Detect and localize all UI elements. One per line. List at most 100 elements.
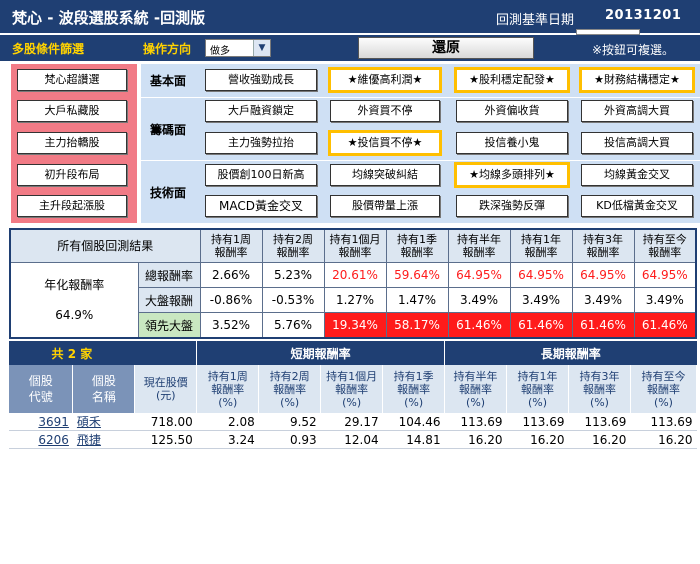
results-row-total: 年化報酬率 64.9% 總報酬率 2.66% 5.23% 20.61% 59.6… — [9, 262, 697, 339]
filter-ma-bullish[interactable]: ★均線多頭排列★ — [454, 162, 570, 188]
results-header-row: 所有個股回測結果 持有1周 報酬率 持有2周 報酬率 持有1個月 報酬率 持有1… — [9, 228, 697, 263]
stock-ret-1quarter: 104.46 — [382, 413, 445, 431]
filter-kd-golden-cross[interactable]: KD低檔黃金交叉 — [581, 195, 693, 217]
market-3year: 3.49% — [571, 287, 635, 313]
stock-ret-1week: 2.08 — [196, 413, 259, 431]
market-1year: 3.49% — [509, 287, 573, 313]
stock-code-link[interactable]: 6206 — [38, 432, 69, 447]
filter-trust-buying[interactable]: ★投信買不停★ — [328, 130, 442, 156]
col-ret-2week: 持有2周 報酬率 (%) — [258, 365, 322, 413]
filter-ma-golden-cross[interactable]: 均線黃金交叉 — [581, 164, 693, 186]
stock-code-link[interactable]: 3691 — [38, 414, 69, 429]
preset-button-3[interactable]: 主力抬轎股 — [17, 132, 127, 154]
stock-ret-3year: 113.69 — [568, 413, 631, 431]
filter-ma-breakout[interactable]: 均線突破糾結 — [330, 164, 440, 186]
results-row-excess: 領先大盤 3.52% 5.76% 19.34% 58.17% 61.46% 61… — [10, 312, 697, 339]
col-ret-todate: 持有至今 報酬率 (%) — [630, 365, 698, 413]
filter-stable-dividend[interactable]: ★股利穩定配發★ — [454, 67, 570, 93]
col-1quarter: 持有1季 報酬率 — [385, 228, 449, 263]
row-label-market: 大盤報酬 — [137, 287, 201, 313]
stock-ret-2week: 0.93 — [258, 430, 321, 449]
col-current-price: 現在股價 (元) — [134, 365, 198, 413]
col-ret-3year: 持有3年 報酬率 (%) — [568, 365, 631, 413]
small-scrollbar[interactable] — [576, 29, 640, 35]
filter-stable-finance[interactable]: ★財務結構穩定★ — [579, 67, 695, 93]
filter-trust-big-buy[interactable]: 投信高調大買 — [581, 132, 693, 154]
filter-foreign-buying[interactable]: 外資買不停 — [330, 100, 440, 122]
filter-volume-up[interactable]: 股價帶量上漲 — [330, 195, 440, 217]
chevron-down-icon[interactable]: ▼ — [253, 40, 270, 56]
stock-price: 718.00 — [134, 413, 197, 431]
market-halfyear: 3.49% — [447, 287, 511, 313]
annual-return-label: 年化報酬率 — [44, 278, 105, 292]
total-3year: 64.95% — [571, 262, 635, 288]
excess-1quarter: 58.17% — [385, 312, 449, 339]
filter-panel: 梵心超讚選 大戶私藏股 主力抬轎股 初升段布局 主升段起漲股 基本面 籌碼面 技… — [0, 61, 700, 223]
direction-select[interactable]: 做多 ▼ — [205, 39, 271, 57]
stock-name-link[interactable]: 飛捷 — [76, 433, 101, 447]
total-todate: 64.95% — [633, 262, 697, 288]
base-date-label: 回測基準日期 — [496, 13, 575, 28]
stock-ret-1week: 3.24 — [196, 430, 259, 449]
filter-main-force[interactable]: 主力強勢拉抬 — [205, 132, 317, 154]
backtest-results-table: 所有個股回測結果 持有1周 報酬率 持有2周 報酬率 持有1個月 報酬率 持有1… — [9, 228, 697, 339]
col-1year: 持有1年 報酬率 — [509, 228, 573, 263]
stock-ret-todate: 113.69 — [630, 413, 697, 431]
stock-ret-2week: 9.52 — [258, 413, 321, 431]
col-halfyear: 持有半年 報酬率 — [447, 228, 511, 263]
stock-ret-1year: 113.69 — [506, 413, 569, 431]
total-1quarter: 59.64% — [385, 262, 449, 288]
toolbar: 多股條件篩選 操作方向 做多 ▼ 還原 ※按鈕可複選。 — [0, 35, 700, 61]
filter-macd-golden-cross[interactable]: MACD黃金交叉 — [205, 195, 317, 217]
excess-1month: 19.34% — [323, 312, 387, 339]
col-stock-code: 個股 代號 — [9, 365, 74, 413]
annual-return-cell: 年化報酬率 64.9% — [9, 262, 139, 339]
total-halfyear: 64.95% — [447, 262, 511, 288]
title-bar: 梵心 - 波段選股系統 -回測版 回測基準日期 20131201 — [0, 0, 700, 33]
preset-button-5[interactable]: 主升段起漲股 — [17, 195, 127, 217]
filter-foreign-accumulating[interactable]: 外資偏收貨 — [456, 100, 568, 122]
col-ret-1year: 持有1年 報酬率 (%) — [506, 365, 569, 413]
stocks-table: 共 2 家 短期報酬率 長期報酬率 個股 代號 個股 名稱 現在股價 (元) 持… — [9, 341, 698, 449]
stocks-group-header: 共 2 家 短期報酬率 長期報酬率 — [9, 341, 697, 365]
results-title: 所有個股回測結果 — [9, 228, 201, 263]
category-fundamental: 基本面 — [149, 74, 186, 88]
filter-label: 多股條件篩選 — [12, 42, 85, 56]
filter-rebound[interactable]: 跌深強勢反彈 — [456, 195, 568, 217]
filter-revenue-growth[interactable]: 營收強勁成長 — [205, 69, 317, 91]
excess-1week: 3.52% — [199, 312, 263, 339]
stock-ret-1quarter: 14.81 — [382, 430, 445, 449]
short-term-header: 短期報酬率 — [196, 341, 445, 365]
stock-price: 125.50 — [134, 430, 197, 449]
row-label-excess: 領先大盤 — [137, 312, 201, 339]
stock-name-cell: 飛捷 — [72, 430, 135, 449]
total-1month: 20.61% — [323, 262, 387, 288]
stock-ret-1month: 29.17 — [320, 413, 383, 431]
stock-name-link[interactable]: 碩禾 — [76, 415, 101, 429]
preset-button-1[interactable]: 梵心超讚選 — [17, 69, 127, 91]
preset-button-4[interactable]: 初升段布局 — [17, 164, 127, 186]
annual-return-value: 64.9% — [55, 308, 94, 322]
preset-button-2[interactable]: 大戶私藏股 — [17, 100, 127, 122]
stock-ret-1month: 12.04 — [320, 430, 383, 449]
col-3year: 持有3年 報酬率 — [571, 228, 635, 263]
filter-trust-small[interactable]: 投信養小鬼 — [456, 132, 568, 154]
col-2week: 持有2周 報酬率 — [261, 228, 325, 263]
col-1month: 持有1個月 報酬率 — [323, 228, 387, 263]
col-ret-1quarter: 持有1季 報酬率 (%) — [382, 365, 446, 413]
stocks-column-header: 個股 代號 個股 名稱 現在股價 (元) 持有1周 報酬率 (%) 持有2周 報… — [9, 365, 698, 413]
table-row: 3691 碩禾 718.00 2.08 9.52 29.17 104.46 11… — [9, 413, 697, 431]
multi-select-hint: ※按鈕可複選。 — [592, 43, 675, 57]
col-todate: 持有至今 報酬率 — [633, 228, 697, 263]
market-2week: -0.53% — [261, 287, 325, 313]
market-todate: 3.49% — [633, 287, 697, 313]
filter-margin-locked[interactable]: 大戶融資鎖定 — [205, 100, 317, 122]
results-row-market: 大盤報酬 -0.86% -0.53% 1.27% 1.47% 3.49% 3.4… — [10, 287, 697, 313]
filter-foreign-big-buy[interactable]: 外資高調大買 — [581, 100, 693, 122]
stock-code-cell: 3691 — [9, 413, 73, 431]
filter-100day-high[interactable]: 股價創100日新高 — [205, 164, 317, 186]
direction-value: 做多 — [210, 46, 230, 57]
restore-button[interactable]: 還原 — [358, 37, 534, 59]
market-1month: 1.27% — [323, 287, 387, 313]
filter-high-profit[interactable]: ★維優高利潤★ — [328, 67, 442, 93]
